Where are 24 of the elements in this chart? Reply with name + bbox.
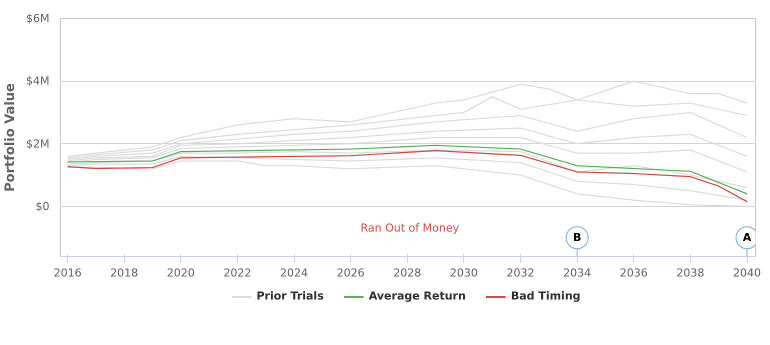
- legend-label: Average Return: [368, 290, 466, 302]
- x-tick-label: 2024: [280, 266, 308, 280]
- x-tick-label: 2028: [393, 266, 422, 280]
- x-tick-label: 2032: [506, 266, 535, 280]
- y-axis-title: Portfolio Value: [3, 82, 18, 192]
- annotation: Ran Out of Money: [360, 222, 460, 234]
- y-tick-label: $0: [36, 200, 50, 213]
- x-tick-label: 2036: [620, 266, 648, 280]
- x-tick-label: 2020: [166, 266, 195, 280]
- x-tick-label: 2026: [336, 266, 365, 280]
- x-tick-label: 2018: [110, 266, 138, 280]
- y-tick-label: $2M: [26, 137, 50, 150]
- annotation: A: [742, 231, 752, 244]
- x-tick-label: 2030: [450, 266, 478, 280]
- x-tick-label: 2034: [563, 266, 592, 280]
- annotation: B: [572, 231, 582, 244]
- y-tick-label: $6M: [26, 12, 50, 25]
- x-tick-label: 2040: [733, 266, 762, 280]
- legend-label: Prior Trials: [256, 290, 324, 302]
- x-tick-label: 2022: [223, 266, 252, 280]
- x-tick-label: 2016: [54, 266, 82, 280]
- x-tick-label: 2038: [676, 266, 704, 280]
- y-tick-label: $4M: [26, 74, 50, 88]
- legend-label: Bad Timing: [510, 290, 581, 302]
